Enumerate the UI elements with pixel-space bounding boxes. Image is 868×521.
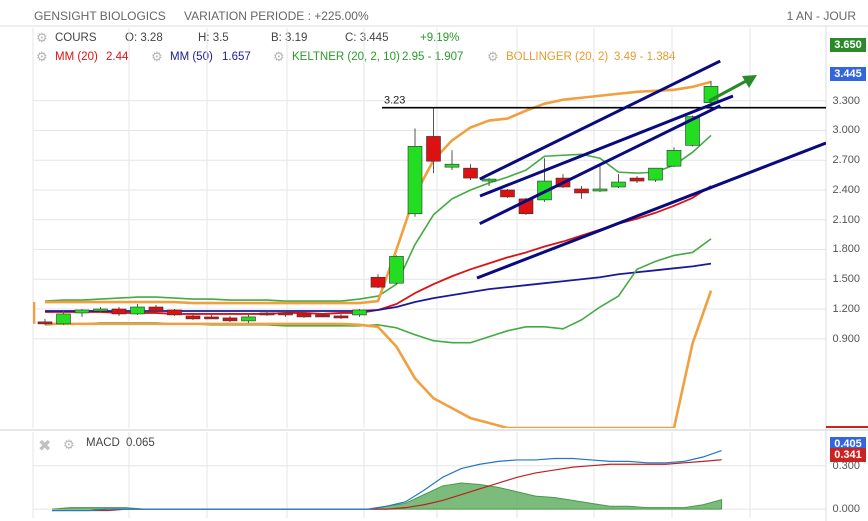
candle-body xyxy=(611,181,626,188)
bollinger-label: BOLLINGER (20, 2) xyxy=(506,51,609,63)
candle-body xyxy=(333,315,349,319)
plot-area xyxy=(33,60,826,428)
candle-body xyxy=(204,316,219,320)
macd-label: MACD xyxy=(86,437,120,449)
keltner-value: 2.95 - 1.907 xyxy=(402,51,464,63)
candle-body xyxy=(389,256,404,284)
breakout-arrow xyxy=(708,78,749,103)
high-value: H: 3.5 xyxy=(198,32,229,44)
candle-body xyxy=(481,178,497,182)
candle-body xyxy=(370,276,386,288)
resistance-label: 3.23 xyxy=(384,95,405,107)
close-price-tag: 3.445 xyxy=(830,67,866,81)
candle-body xyxy=(444,163,460,168)
macd-y-tick-label: 0.300 xyxy=(832,459,860,472)
series-kelt_up xyxy=(44,134,712,302)
candle-body xyxy=(629,177,645,182)
low-value: B: 3.19 xyxy=(271,32,308,44)
candle-body xyxy=(315,314,330,318)
macd-value: 0.065 xyxy=(126,437,155,449)
candle-body xyxy=(463,167,478,179)
candle-body xyxy=(648,167,663,181)
mm50-value: 1.657 xyxy=(222,51,251,63)
candle-body xyxy=(222,317,238,322)
y-tick-label: 3.000 xyxy=(832,124,860,137)
open-value: O: 3.28 xyxy=(125,32,163,44)
y-tick-label: 0.900 xyxy=(832,332,860,345)
keltner-label: KELTNER (20, 2, 10) xyxy=(292,51,400,63)
mm50-label: MM (50) xyxy=(170,51,213,63)
cours-label: COURS xyxy=(55,32,97,44)
close-value: C: 3.445 xyxy=(345,32,389,44)
candle-body xyxy=(148,306,164,312)
macd-signal-tag: 0.341 xyxy=(830,448,866,462)
candle-body xyxy=(574,188,589,194)
trend-resistance-line xyxy=(479,94,734,198)
candle-body xyxy=(426,136,441,162)
candle-body xyxy=(592,188,608,192)
period-selector[interactable]: 1 AN - JOUR xyxy=(786,9,856,23)
macd-signal-line xyxy=(52,459,722,512)
candle-body xyxy=(666,150,682,167)
high-price-tag: 3.650 xyxy=(830,38,866,52)
close-icon[interactable]: ✖ xyxy=(38,438,52,455)
candle-body xyxy=(259,312,275,316)
candle-body xyxy=(74,309,90,314)
mm20-label: MM (20) xyxy=(55,51,98,63)
mm20-value: 2.44 xyxy=(106,51,129,63)
series-boll_lo xyxy=(45,290,713,428)
trend-line xyxy=(479,60,721,181)
y-tick-label: 1.200 xyxy=(832,302,860,315)
macd-line xyxy=(52,449,722,512)
macd-tag: 0.405 xyxy=(830,437,866,451)
candle-body xyxy=(167,309,182,316)
variation-periode: VARIATION PERIODE : +225.00% xyxy=(184,9,369,23)
mm50-settings-gear-icon[interactable]: ⚙ xyxy=(151,49,163,64)
candle-body xyxy=(352,309,367,316)
breakout-arrow-head xyxy=(742,75,757,88)
bollinger-value: 3.49 - 1.384 xyxy=(614,51,676,63)
macd-y-tick-label: 0.000 xyxy=(832,503,860,516)
candle-body xyxy=(241,316,256,322)
candle-body xyxy=(278,312,293,316)
candle-body xyxy=(685,116,700,146)
candle-body xyxy=(93,308,108,312)
cours-settings-gear-icon[interactable]: ⚙ xyxy=(36,30,48,45)
candle-body xyxy=(185,315,201,320)
series-boll_up xyxy=(45,80,712,305)
trend-support-line xyxy=(476,141,826,280)
y-tick-label: 1.800 xyxy=(832,243,860,256)
y-tick-label: 2.700 xyxy=(832,154,860,167)
candle-body xyxy=(500,189,515,198)
y-tick-label: 2.100 xyxy=(832,213,860,226)
candle-body xyxy=(37,321,53,325)
mm20-settings-gear-icon[interactable]: ⚙ xyxy=(36,49,48,64)
y-tick-label: 2.400 xyxy=(832,183,860,196)
macd-settings-gear-icon[interactable]: ⚙ xyxy=(63,437,75,452)
y-tick-label: 3.300 xyxy=(832,94,860,107)
candle-body xyxy=(56,313,71,325)
keltner-settings-gear-icon[interactable]: ⚙ xyxy=(273,49,285,64)
bollinger-settings-gear-icon[interactable]: ⚙ xyxy=(487,49,499,64)
change-percent: +9.19% xyxy=(420,32,460,44)
company-name: GENSIGHT BIOLOGICS xyxy=(34,9,166,23)
candle-body xyxy=(111,308,127,315)
candle-body xyxy=(296,313,312,318)
candle-body xyxy=(130,306,145,315)
candle-body xyxy=(407,146,423,215)
trend-line xyxy=(479,104,721,226)
y-tick-label: 1.500 xyxy=(832,273,860,286)
macd-histogram xyxy=(51,482,723,510)
